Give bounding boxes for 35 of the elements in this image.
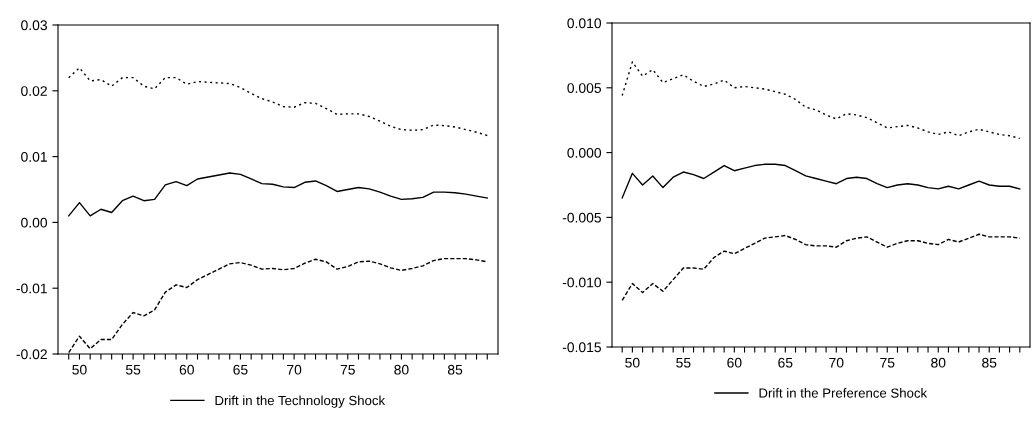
x-tick-label: 65 bbox=[778, 357, 793, 368]
line-series bbox=[68, 67, 488, 137]
x-tick-label: 65 bbox=[233, 364, 248, 375]
x-tick-label: 85 bbox=[447, 364, 463, 375]
x-tick-label: 80 bbox=[394, 364, 409, 375]
x-tick-label: 75 bbox=[880, 357, 895, 368]
y-tick-label: -0.02 bbox=[16, 349, 47, 360]
x-tick-label: 70 bbox=[829, 357, 844, 368]
x-tick-label: 85 bbox=[982, 357, 997, 368]
x-tick-label: 60 bbox=[727, 357, 742, 368]
y-tick-label: 0.03 bbox=[21, 20, 47, 31]
y-tick-label: -0.010 bbox=[562, 277, 602, 288]
y-tick-label: -0.005 bbox=[562, 212, 602, 223]
y-tick-label: 0.01 bbox=[21, 151, 47, 162]
y-tick-label: -0.015 bbox=[562, 342, 602, 353]
line-series bbox=[621, 163, 1021, 199]
y-tick-label: 0.005 bbox=[567, 83, 601, 93]
x-tick-label: 55 bbox=[676, 357, 691, 368]
y-tick-label: 0.000 bbox=[567, 147, 602, 158]
x-tick-label: 55 bbox=[125, 364, 141, 375]
y-tick-label: 0.00 bbox=[21, 217, 48, 228]
x-tick-label: 80 bbox=[931, 357, 946, 368]
line-series bbox=[621, 61, 1021, 140]
x-tick-label: 60 bbox=[179, 364, 194, 375]
x-tick-label: 75 bbox=[340, 364, 355, 375]
legend-label: Drift in the Technology Shock bbox=[215, 395, 386, 408]
y-tick-label: 0.010 bbox=[567, 18, 602, 29]
x-tick-label: 70 bbox=[287, 364, 302, 375]
x-tick-label: 50 bbox=[72, 364, 87, 375]
y-tick-label: -0.01 bbox=[16, 283, 47, 294]
y-tick-label: 0.02 bbox=[21, 86, 47, 96]
x-tick-label: 50 bbox=[625, 357, 640, 368]
legend-label: Drift in the Preference Shock bbox=[759, 388, 928, 398]
line-series bbox=[68, 172, 488, 217]
line-series bbox=[621, 233, 1021, 302]
